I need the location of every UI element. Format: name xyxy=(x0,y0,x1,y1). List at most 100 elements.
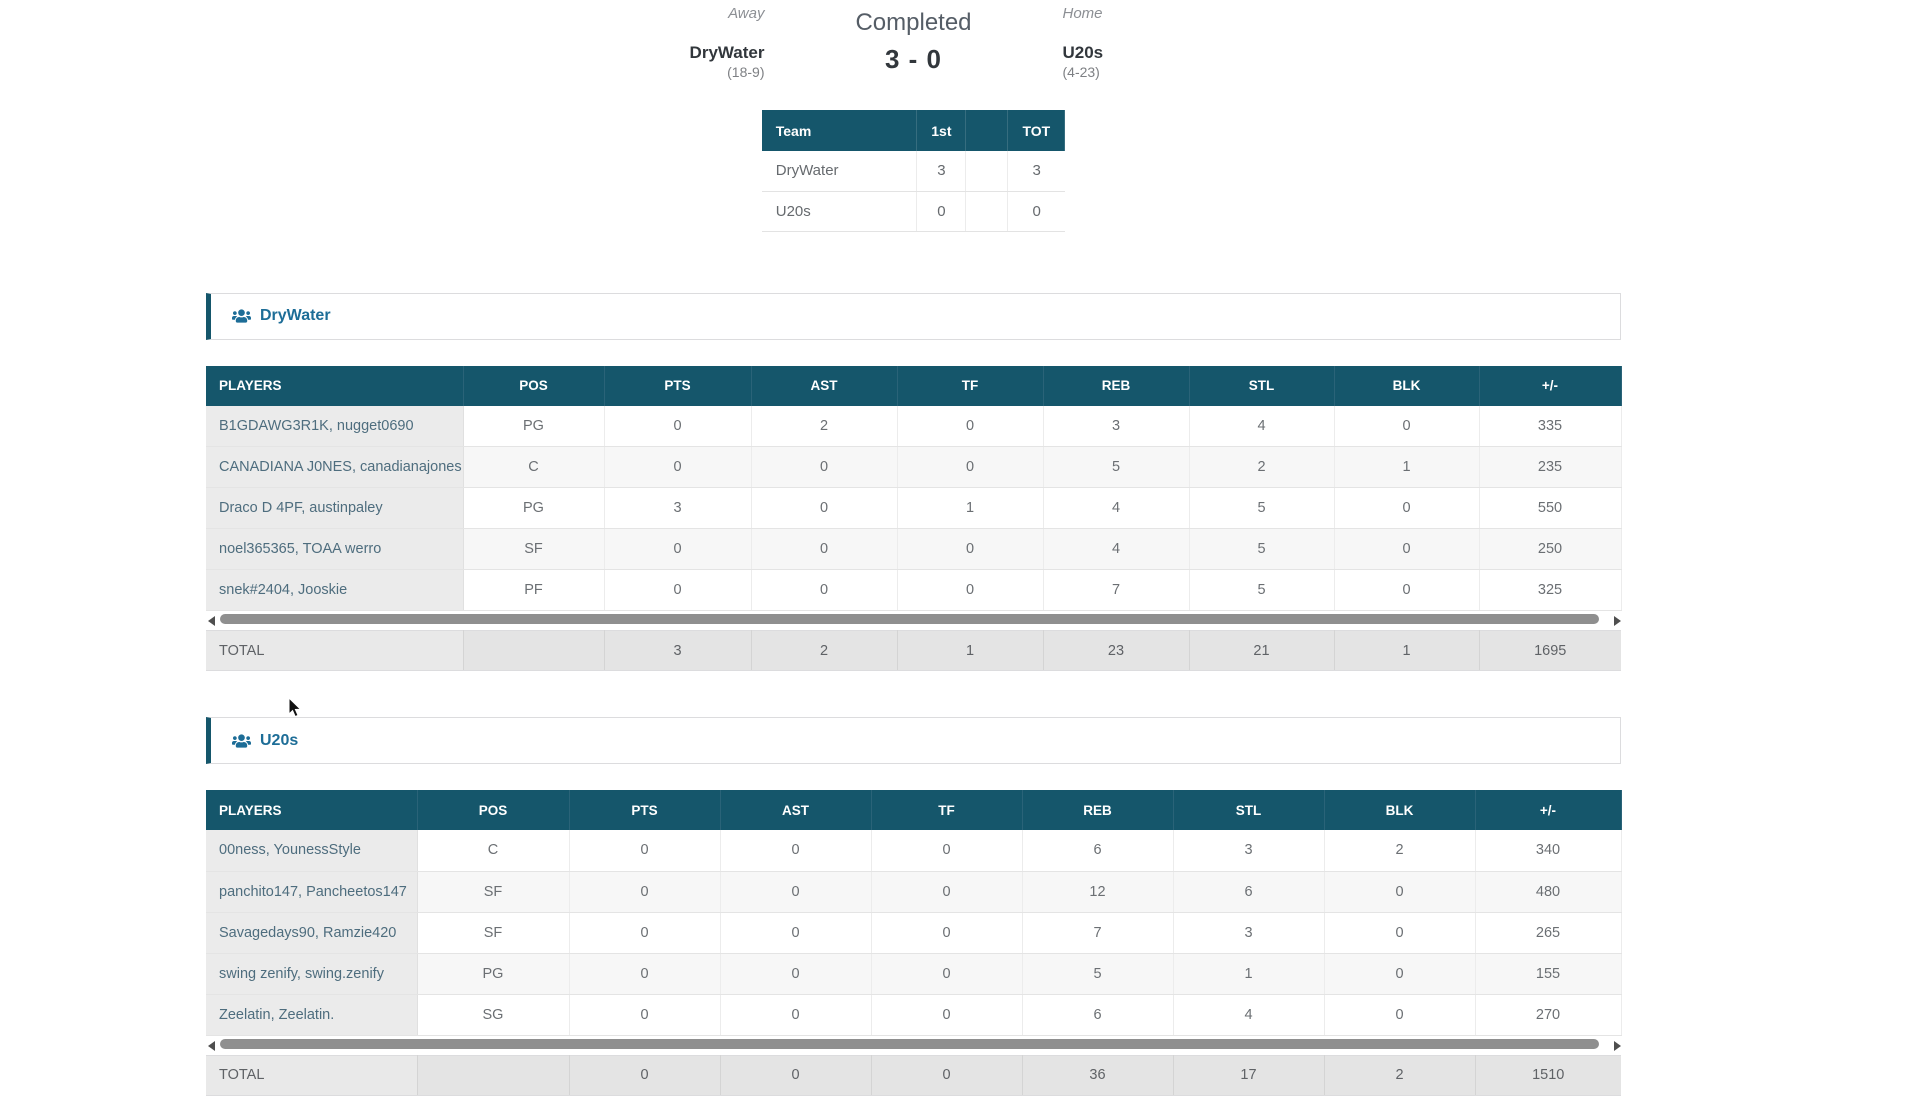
player-name-cell[interactable]: snek#2404, Jooskie xyxy=(206,569,464,611)
score-summary-table: Team 1st TOT DryWater 3 3 U20s 0 xyxy=(761,110,1066,232)
stl-cell: 3 xyxy=(1173,830,1325,872)
col-pts: PTS xyxy=(604,365,752,406)
pos-cell: SF xyxy=(417,912,570,954)
pos-cell: PF xyxy=(463,569,605,611)
col-ast: AST xyxy=(751,365,898,406)
horizontal-scrollbar xyxy=(206,613,1621,627)
scroll-right-arrow-icon[interactable] xyxy=(1614,616,1621,626)
ast-cell: 0 xyxy=(720,953,872,995)
pos-cell: PG xyxy=(463,405,605,447)
pts-cell: 0 xyxy=(569,871,721,913)
player-name-cell[interactable]: Zeelatin, Zeelatin. xyxy=(206,994,418,1036)
total-label: TOTAL xyxy=(206,630,464,671)
score-cell-1st: 3 xyxy=(916,151,967,192)
stl-cell: 5 xyxy=(1189,528,1335,570)
total-pts: 0 xyxy=(569,1054,721,1096)
pts-cell: 0 xyxy=(604,405,752,447)
col-pos: POS xyxy=(417,790,570,830)
reb-cell: 5 xyxy=(1043,446,1190,488)
stl-cell: 1 xyxy=(1173,953,1325,995)
score-table-row: U20s 0 0 xyxy=(761,191,1065,232)
col-pts: PTS xyxy=(569,790,721,830)
pos-cell: SG xyxy=(417,994,570,1036)
score-cell-tot: 3 xyxy=(1007,151,1065,192)
total-label: TOTAL xyxy=(206,1054,418,1096)
player-row: 00ness, YounessStyle C 0 0 0 6 3 2 340 xyxy=(206,830,1622,872)
scrollbar-thumb[interactable] xyxy=(220,614,1599,624)
home-team-name[interactable]: U20s xyxy=(1062,43,1104,62)
total-plusminus: 1510 xyxy=(1475,1054,1621,1096)
blk-cell: 0 xyxy=(1334,487,1480,529)
team-section-header-u20s: U20s xyxy=(206,717,1621,764)
score-col-tot: TOT xyxy=(1007,110,1066,151)
player-row: swing zenify, swing.zenify PG 0 0 0 5 1 … xyxy=(206,953,1622,995)
tf-cell: 0 xyxy=(871,994,1023,1036)
blk-cell: 0 xyxy=(1334,569,1480,611)
reb-cell: 7 xyxy=(1043,569,1190,611)
score-cell-1st: 0 xyxy=(916,191,967,232)
ast-cell: 0 xyxy=(751,528,898,570)
away-label: Away xyxy=(728,5,765,22)
stats-header-row: PLAYERS POS PTS AST TF REB STL BLK +/- xyxy=(206,790,1622,830)
total-blk: 1 xyxy=(1334,630,1480,671)
ast-cell: 0 xyxy=(720,912,872,954)
plusminus-cell: 265 xyxy=(1475,912,1622,954)
plusminus-cell: 480 xyxy=(1475,871,1622,913)
scroll-left-arrow-icon[interactable] xyxy=(208,616,215,626)
away-team-name[interactable]: DryWater xyxy=(689,43,765,62)
player-name-cell[interactable]: swing zenify, swing.zenify xyxy=(206,953,418,995)
horizontal-scrollbar xyxy=(206,1038,1621,1052)
totals-row-drywater: TOTAL 3 2 1 23 21 1 1695 xyxy=(206,630,1621,671)
col-ast: AST xyxy=(720,790,872,830)
total-pos xyxy=(463,630,605,671)
player-row: snek#2404, Jooskie PF 0 0 0 7 5 0 325 xyxy=(206,569,1622,611)
plusminus-cell: 550 xyxy=(1479,487,1622,529)
team-title-drywater[interactable]: DryWater xyxy=(260,307,331,324)
pts-cell: 0 xyxy=(604,569,752,611)
score-col-1st: 1st xyxy=(916,110,967,151)
total-tf: 1 xyxy=(897,630,1044,671)
player-name-cell[interactable]: noel365365, TOAA werro xyxy=(206,528,464,570)
col-stl: STL xyxy=(1173,790,1325,830)
pts-cell: 0 xyxy=(569,953,721,995)
total-reb: 23 xyxy=(1043,630,1190,671)
player-name-cell[interactable]: CANADIANA J0NES, canadianajones xyxy=(206,446,464,488)
blk-cell: 2 xyxy=(1324,830,1476,872)
scroll-left-arrow-icon[interactable] xyxy=(208,1040,215,1051)
player-name-cell[interactable]: panchito147, Pancheetos147 xyxy=(206,871,418,913)
player-row: Savagedays90, Ramzie420 SF 0 0 0 7 3 0 2… xyxy=(206,912,1622,954)
page-content: Away DryWater (18-9) Completed 3 - 0 Hom… xyxy=(206,0,1622,1096)
team-users-icon xyxy=(232,733,251,749)
ast-cell: 0 xyxy=(720,994,872,1036)
tf-cell: 1 xyxy=(897,487,1044,529)
pts-cell: 3 xyxy=(604,487,752,529)
score-table-row: DryWater 3 3 xyxy=(761,151,1065,192)
plusminus-cell: 325 xyxy=(1479,569,1622,611)
ast-cell: 0 xyxy=(720,871,872,913)
stl-cell: 4 xyxy=(1173,994,1325,1036)
player-name-cell[interactable]: 00ness, YounessStyle xyxy=(206,830,418,872)
total-pos xyxy=(417,1054,570,1096)
stl-cell: 3 xyxy=(1173,912,1325,954)
player-row: B1GDAWG3R1K, nugget0690 PG 0 2 0 3 4 0 3… xyxy=(206,405,1622,447)
col-blk: BLK xyxy=(1334,365,1480,406)
match-header: Away DryWater (18-9) Completed 3 - 0 Hom… xyxy=(206,0,1621,82)
scroll-right-arrow-icon[interactable] xyxy=(1614,1040,1621,1051)
col-reb: REB xyxy=(1022,790,1174,830)
pos-cell: SF xyxy=(463,528,605,570)
home-team-block: Home U20s (4-23) xyxy=(1063,4,1238,82)
col-pos: POS xyxy=(463,365,605,406)
player-name-cell[interactable]: Draco D 4PF, austinpaley xyxy=(206,487,464,529)
ast-cell: 0 xyxy=(751,446,898,488)
stats-table-drywater: PLAYERS POS PTS AST TF REB STL BLK +/- B… xyxy=(206,365,1622,611)
blk-cell: 1 xyxy=(1334,446,1480,488)
player-name-cell[interactable]: B1GDAWG3R1K, nugget0690 xyxy=(206,405,464,447)
tf-cell: 0 xyxy=(897,528,1044,570)
team-title-u20s[interactable]: U20s xyxy=(260,731,299,749)
score-col-blank xyxy=(965,110,1009,151)
reb-cell: 4 xyxy=(1043,487,1190,529)
blk-cell: 0 xyxy=(1334,528,1480,570)
total-tf: 0 xyxy=(871,1054,1023,1096)
player-name-cell[interactable]: Savagedays90, Ramzie420 xyxy=(206,912,418,954)
scrollbar-thumb[interactable] xyxy=(220,1038,1599,1049)
